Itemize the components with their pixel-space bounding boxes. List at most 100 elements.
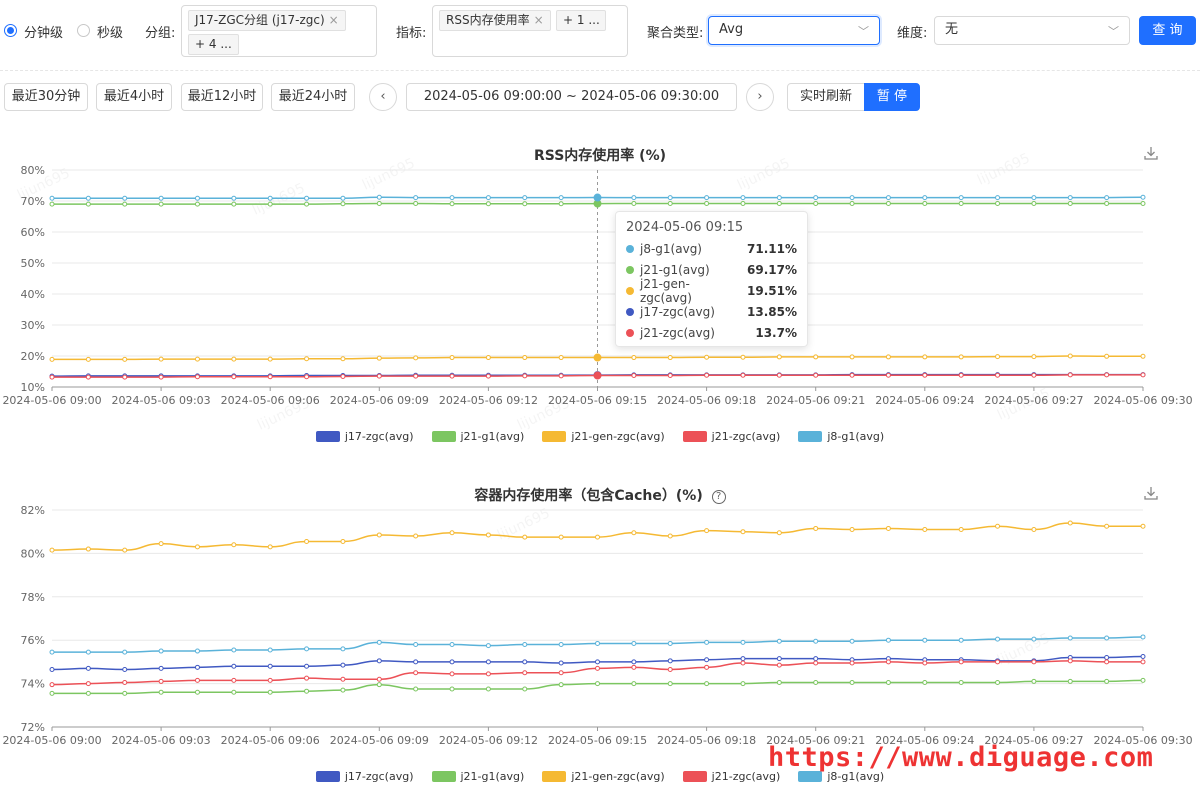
legend-item[interactable]: j21-g1(avg) <box>431 430 524 443</box>
data-point <box>485 373 491 379</box>
data-point <box>122 201 128 207</box>
legend-item[interactable]: j21-zgc(avg) <box>682 770 781 783</box>
data-point <box>958 680 964 686</box>
data-point <box>776 680 782 686</box>
data-point <box>958 637 964 643</box>
series-points-j21-zgc(avg) <box>49 658 1146 688</box>
data-point <box>593 371 602 380</box>
download-icon[interactable] <box>1143 485 1159 501</box>
data-point <box>704 681 710 687</box>
dim-select-value: 无 <box>945 22 959 37</box>
data-point <box>1140 372 1146 378</box>
data-point <box>1031 658 1037 664</box>
y-tick-label: 30% <box>21 319 45 332</box>
data-point <box>340 646 346 652</box>
data-point <box>49 201 55 207</box>
radio-second-label[interactable]: 秒级 <box>97 26 124 41</box>
legend-item[interactable]: j17-zgc(avg) <box>315 770 414 783</box>
x-tick-label: 2024-05-06 09:18 <box>657 394 756 407</box>
chart-tooltip: 2024-05-06 09:15 j8-g1(avg) 71.11% j21-g1(… <box>615 211 808 347</box>
data-point <box>85 201 91 207</box>
series-points-j21-g1(avg) <box>49 677 1146 696</box>
download-icon[interactable] <box>1143 145 1159 161</box>
radio-minute-label[interactable]: 分钟级 <box>24 26 64 41</box>
data-point <box>485 201 491 207</box>
data-point <box>922 660 928 666</box>
quick-4h-button[interactable]: 最近4小时 <box>96 83 172 111</box>
quick-30min-button[interactable]: 最近30分钟 <box>4 83 88 111</box>
legend-item[interactable]: j21-gen-zgc(avg) <box>542 770 665 783</box>
data-point <box>376 658 382 664</box>
data-point <box>704 354 710 360</box>
quick-12h-button[interactable]: 最近12小时 <box>181 83 263 111</box>
data-point <box>885 525 891 531</box>
data-point <box>776 372 782 378</box>
data-point <box>849 195 855 201</box>
data-point <box>49 373 55 379</box>
data-point <box>85 690 91 696</box>
time-range-input[interactable]: 2024-05-06 09:00:00 ~ 2024-05-06 09:30:0… <box>406 83 737 111</box>
data-point <box>667 666 673 672</box>
help-icon[interactable]: ? <box>711 490 726 504</box>
data-point <box>631 664 637 670</box>
data-point <box>1104 200 1110 206</box>
radio-minute[interactable] <box>4 24 17 37</box>
legend-item[interactable]: j21-g1(avg) <box>431 770 524 783</box>
chevron-down-icon: ﹀ <box>858 25 869 38</box>
group-tag: J17-ZGC分组 (j17-zgc) × <box>188 10 346 31</box>
data-point <box>304 663 310 669</box>
data-point <box>267 544 273 550</box>
data-point <box>1140 634 1146 640</box>
prev-range-button[interactable]: ‹ <box>369 83 397 111</box>
data-point <box>122 356 128 362</box>
quick-24h-button[interactable]: 最近24小时 <box>271 83 355 111</box>
x-tick-label: 2024-05-06 09:03 <box>112 394 211 407</box>
data-point <box>885 656 891 662</box>
data-point <box>740 372 746 378</box>
legend-swatch <box>431 771 456 782</box>
realtime-refresh-button[interactable]: 实时刷新 <box>787 83 865 111</box>
legend-swatch <box>682 431 707 442</box>
data-point <box>1067 655 1073 661</box>
legend-item[interactable]: j21-gen-zgc(avg) <box>542 430 665 443</box>
data-point <box>485 355 491 361</box>
dim-select[interactable]: 无 ﹀ <box>934 16 1130 45</box>
filter-bar: 分钟级 秒级 分组: J17-ZGC分组 (j17-zgc) × + 4 ... … <box>0 0 1200 64</box>
data-point <box>995 354 1001 360</box>
legend-label: j21-zgc(avg) <box>711 770 781 783</box>
legend-item[interactable]: j8-g1(avg) <box>798 430 884 443</box>
group-select[interactable]: J17-ZGC分组 (j17-zgc) × + 4 ... <box>181 5 377 57</box>
data-point <box>704 195 710 201</box>
data-point <box>304 675 310 681</box>
close-icon[interactable]: × <box>328 13 339 27</box>
legend-item[interactable]: j21-zgc(avg) <box>682 430 780 443</box>
query-button[interactable]: 查 询 <box>1139 16 1196 45</box>
next-range-button[interactable]: › <box>746 83 774 111</box>
legend-item[interactable]: j8-g1(avg) <box>798 770 884 783</box>
data-point <box>558 534 564 540</box>
series-line-j8-g1(avg) <box>52 196 1144 199</box>
data-point <box>740 681 746 687</box>
data-point <box>922 200 928 206</box>
data-point <box>449 530 455 536</box>
pause-button[interactable]: 暂 停 <box>864 83 920 111</box>
tooltip-series-name: j21-zgc(avg) <box>640 325 715 340</box>
y-tick-label: 60% <box>21 226 45 239</box>
data-point <box>267 647 273 653</box>
data-point <box>485 671 491 677</box>
data-point <box>995 372 1001 378</box>
agg-label: 聚合类型: <box>647 26 704 41</box>
data-point <box>849 354 855 360</box>
close-icon[interactable]: × <box>533 13 544 27</box>
y-tick-label: 20% <box>21 350 45 363</box>
legend-item[interactable]: j17-zgc(avg) <box>315 430 414 443</box>
data-point <box>158 665 164 671</box>
radio-second[interactable] <box>77 24 90 37</box>
data-point <box>194 373 200 379</box>
data-point <box>558 195 564 201</box>
data-point <box>85 374 91 380</box>
data-point <box>449 373 455 379</box>
data-point <box>1140 659 1146 665</box>
agg-select[interactable]: Avg ﹀ <box>708 16 880 45</box>
metric-select[interactable]: RSS内存使用率 × + 1 ... <box>432 5 628 57</box>
